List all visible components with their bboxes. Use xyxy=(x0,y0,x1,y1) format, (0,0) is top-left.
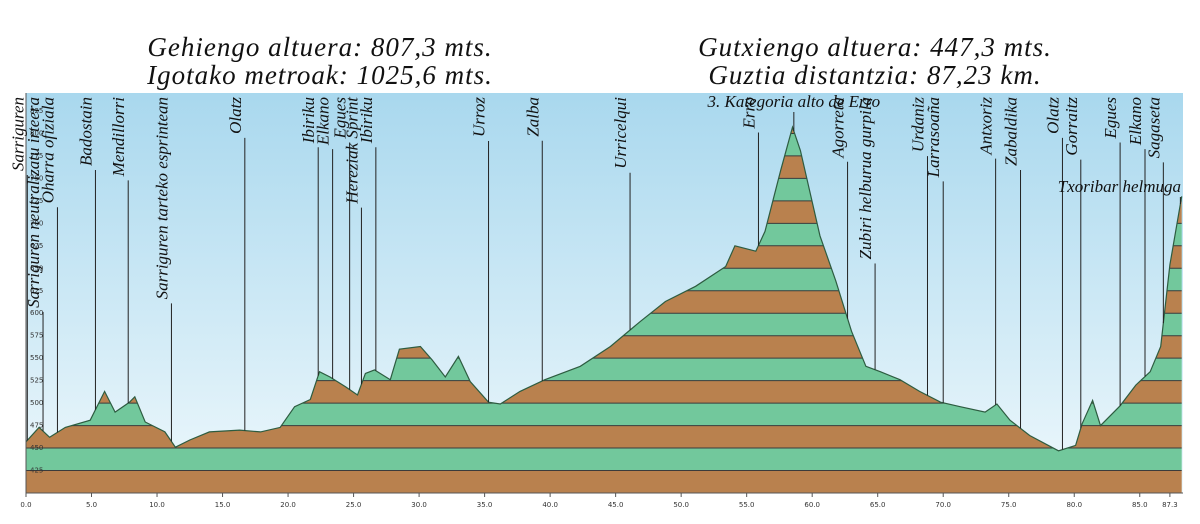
x-tick-label: 70.0 xyxy=(935,501,951,509)
waypoint-label: Zubiri helburua gurpila xyxy=(856,97,875,259)
waypoint-label: Antxoriz xyxy=(977,97,996,156)
y-tick-label: 425 xyxy=(30,467,43,475)
y-tick-label: 700 xyxy=(30,219,43,227)
x-tick-label: 30.0 xyxy=(411,501,427,509)
waypoint-label: Urroz xyxy=(470,97,489,137)
x-tick-label: 40.0 xyxy=(542,501,558,509)
y-tick-label: 825 xyxy=(30,107,43,115)
x-tick-label: 80.0 xyxy=(1066,501,1082,509)
y-tick-label: 625 xyxy=(30,287,43,295)
waypoint-label: Olatz xyxy=(226,97,245,134)
waypoint-label: Ibiriku xyxy=(357,97,376,144)
waypoint-label: Badostain xyxy=(76,97,95,166)
waypoint-label: Sagaseta xyxy=(1144,97,1163,158)
band xyxy=(26,425,1182,449)
waypoint-label: Sarriguren neutralizatu irteera xyxy=(24,97,43,308)
waypoint-label: Oharra ofiziala xyxy=(38,97,57,203)
x-tick-label: 60.0 xyxy=(804,501,820,509)
stat: Gehiengo altuera: 807,3 mts. xyxy=(147,32,492,62)
waypoint-label: Zalba xyxy=(523,97,542,137)
x-tick-label: 85.0 xyxy=(1132,501,1148,509)
x-tick-label: 5.0 xyxy=(86,501,97,509)
x-tick-label: 45.0 xyxy=(608,501,624,509)
waypoint-label: Elkano xyxy=(314,97,333,146)
waypoint-label: Urricelqui xyxy=(611,97,630,169)
x-tick-label: 35.0 xyxy=(477,501,493,509)
waypoint-label: Zabaldika xyxy=(1002,97,1021,166)
x-tick-label: 55.0 xyxy=(739,501,755,509)
waypoint-label: Hereziak Sprint xyxy=(342,96,361,205)
x-tick-label: 65.0 xyxy=(870,501,886,509)
waypoint-label: Mendillorri xyxy=(109,97,128,178)
y-tick-label: 575 xyxy=(30,332,43,340)
x-tick-label: 10.0 xyxy=(149,501,165,509)
waypoint-label: Ibiriku xyxy=(299,97,318,144)
y-tick-label: 725 xyxy=(30,197,43,205)
profile-line xyxy=(25,125,1183,452)
x-tick-label: 0.0 xyxy=(20,501,31,509)
stat: Igotako metroak: 1025,6 mts. xyxy=(146,60,493,90)
waypoint-label: Egues xyxy=(1101,97,1120,140)
x-tick-label: 20.0 xyxy=(280,501,296,509)
y-tick-label: 775 xyxy=(30,152,43,160)
x-tick-label: 50.0 xyxy=(673,501,689,509)
x-tick-label: 15.0 xyxy=(215,501,231,509)
waypoint-label: Sarriguren xyxy=(8,97,27,171)
y-tick-label: 800 xyxy=(30,129,43,137)
band xyxy=(26,448,1182,471)
y-tick-label: 650 xyxy=(30,264,43,272)
waypoint-label: Olatz xyxy=(1043,97,1062,134)
band xyxy=(26,470,1182,493)
waypoint-label: Sarriguren tarteko esprintean xyxy=(152,97,171,299)
waypoint-label: Urdaniz xyxy=(908,97,927,152)
band xyxy=(26,403,1182,426)
waypoint-label: Gorraitz xyxy=(1062,97,1081,156)
x-tick-label: 25.0 xyxy=(346,501,362,509)
waypoint-label: Txoribar helmuga xyxy=(1058,177,1181,196)
x-tick-label: 75.0 xyxy=(1001,501,1017,509)
y-tick-label: 550 xyxy=(30,354,43,362)
waypoint-label: Larrasoaña xyxy=(924,97,943,178)
waypoint-label: Agorreta xyxy=(829,97,848,159)
y-tick-label: 525 xyxy=(30,377,43,385)
y-tick-label: 500 xyxy=(30,399,43,407)
y-tick-label: 675 xyxy=(30,242,43,250)
stat: Gutxiengo altuera: 447,3 mts. xyxy=(698,32,1052,62)
y-tick-label: 600 xyxy=(30,309,43,317)
waypoint-label: Elkano xyxy=(1126,97,1145,146)
y-tick-label: 450 xyxy=(30,444,43,452)
y-tick-label: 475 xyxy=(30,422,43,430)
waypoint-label: Egues xyxy=(331,97,350,140)
y-tick-label: 750 xyxy=(30,174,43,182)
x-tick-label: 87.3 xyxy=(1162,501,1178,509)
waypoint-label: 3. Kategoria alto de Erro xyxy=(706,92,880,111)
waypoint-label: Erro xyxy=(739,97,758,130)
stat: Guztia distantzia: 87,23 km. xyxy=(708,60,1041,90)
